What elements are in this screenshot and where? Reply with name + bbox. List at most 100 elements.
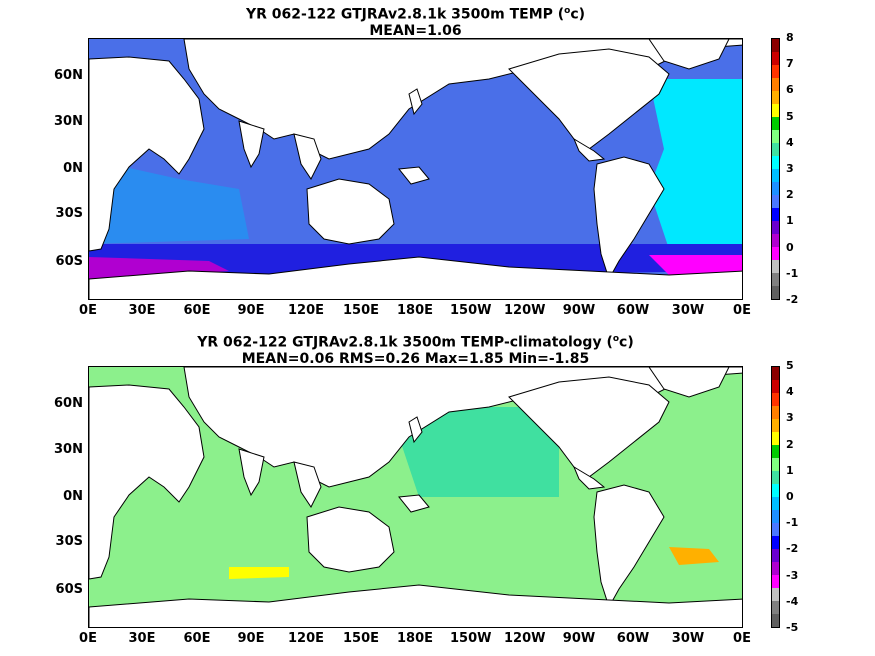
lat-tick-label: 30S [55, 206, 83, 221]
landmass [593, 156, 665, 281]
colorbar-tick-label: 4 [786, 135, 794, 149]
colorbar-segment [772, 432, 779, 445]
lon-tick-label: 0E [733, 631, 751, 646]
colorbar-segment [772, 510, 779, 523]
colorbar-segment [772, 562, 779, 575]
colorbar-segment [772, 65, 779, 78]
colorbar-tick-label: -4 [786, 594, 799, 608]
landmass [408, 416, 423, 444]
lat-tick-label: 60S [55, 582, 83, 597]
landmass [306, 506, 395, 573]
colorbar-tick-label: -5 [786, 621, 799, 634]
colorbar-segment [772, 260, 779, 273]
colorbar-tick-label: 3 [786, 411, 794, 425]
lon-tick-label: 120E [287, 303, 325, 318]
positive-anomaly [229, 567, 289, 579]
landmass [408, 88, 423, 116]
colorbar-segment [772, 247, 779, 260]
landmass [572, 465, 606, 490]
lat-tick-label: 60S [55, 254, 83, 269]
colorbar-segment [772, 419, 779, 432]
colorbar-segment [772, 575, 779, 588]
colorbar-segment [772, 536, 779, 549]
lat-tick-label: 30S [55, 534, 83, 549]
colorbar-segment [772, 458, 779, 471]
landmass [508, 48, 670, 150]
colorbar-tick-label: -2 [786, 293, 799, 306]
lat-tick-label: 0N [63, 489, 83, 504]
colorbar-tick-label: 2 [786, 437, 794, 451]
colorbar-tick-label: 5 [786, 359, 794, 372]
colorbar-segment [772, 208, 779, 221]
lon-tick-label: 60E [183, 631, 211, 646]
colorbar-tick-label: 0 [786, 240, 794, 254]
lon-tick-label: 120E [287, 631, 325, 646]
colorbar-tick-label: 6 [786, 83, 794, 97]
colorbar-segment [772, 588, 779, 601]
map-canvas-2 [89, 367, 742, 627]
landmass [508, 376, 670, 478]
colorbar-tick-label: -3 [786, 568, 799, 582]
colorbar-tick-label: 4 [786, 385, 794, 399]
lon-tick-label: 150W [450, 631, 492, 646]
landmass [238, 120, 265, 169]
map-canvas-1 [89, 39, 742, 299]
lat-tick-label: 0N [63, 161, 83, 176]
lon-tick-label: 0E [733, 303, 751, 318]
lon-tick-label: 90E [237, 631, 265, 646]
colorbar-segment [772, 497, 779, 510]
indian-region [89, 159, 249, 244]
lon-tick-label: 60E [183, 303, 211, 318]
colorbar-segment [772, 39, 779, 52]
lon-tick-label: 90E [237, 303, 265, 318]
lon-tick-label: 150E [342, 303, 380, 318]
southern-band-west [89, 257, 229, 279]
lon-tick-label: 90W [562, 631, 596, 646]
pacific-region [389, 407, 559, 497]
panel1-title: YR 062-122 GTJRAv2.8.1k 3500m TEMP (oc) … [88, 3, 743, 39]
lon-tick-label: 90W [562, 303, 596, 318]
lon-tick-label: 150E [342, 631, 380, 646]
colorbar-segment [772, 523, 779, 536]
panel1-title-line1: YR 062-122 GTJRAv2.8.1k 3500m TEMP (oc) [245, 6, 586, 23]
colorbar-tick-label: 8 [786, 31, 794, 44]
southern-band-east [649, 255, 742, 275]
landmass [398, 494, 430, 513]
atlantic-region [649, 79, 742, 249]
colorbar-tick-label: 5 [786, 109, 794, 123]
colorbar-segment [772, 484, 779, 497]
lon-tick-label: 120W [504, 631, 546, 646]
colorbar-segment [772, 182, 779, 195]
colorbar-segment [772, 78, 779, 91]
panel2-colorbar [771, 366, 780, 628]
colorbar-tick-label: 7 [786, 57, 794, 71]
colorbar-segment [772, 195, 779, 208]
colorbar-tick-label: -1 [786, 516, 799, 530]
panel2-title-line1: YR 062-122 GTJRAv2.8.1k 3500m TEMP-clima… [197, 334, 634, 351]
panel1-title-line2: MEAN=1.06 [369, 22, 462, 39]
colorbar-segment [772, 104, 779, 117]
landmass [306, 178, 395, 245]
colorbar-segment [772, 549, 779, 562]
lon-tick-label: 60W [616, 631, 650, 646]
landmass [89, 384, 205, 580]
landmass [89, 56, 205, 252]
colorbar-segment [772, 143, 779, 156]
lon-tick-label: 150W [450, 303, 492, 318]
panel2-map [88, 366, 743, 628]
panel1-map [88, 38, 743, 300]
panel2-title: YR 062-122 GTJRAv2.8.1k 3500m TEMP-clima… [88, 331, 743, 367]
lon-tick-label: 30E [128, 303, 156, 318]
landmass [293, 461, 322, 508]
colorbar-segment [772, 406, 779, 419]
colorbar-segment [772, 221, 779, 234]
lon-tick-label: 30W [671, 303, 705, 318]
lon-tick-label: 0E [79, 631, 97, 646]
lon-tick-label: 30E [128, 631, 156, 646]
colorbar-segment [772, 52, 779, 65]
colorbar-segment [772, 445, 779, 458]
landmass [648, 39, 730, 70]
colorbar-segment [772, 393, 779, 406]
colorbar-segment [772, 169, 779, 182]
colorbar-segment [772, 614, 779, 627]
